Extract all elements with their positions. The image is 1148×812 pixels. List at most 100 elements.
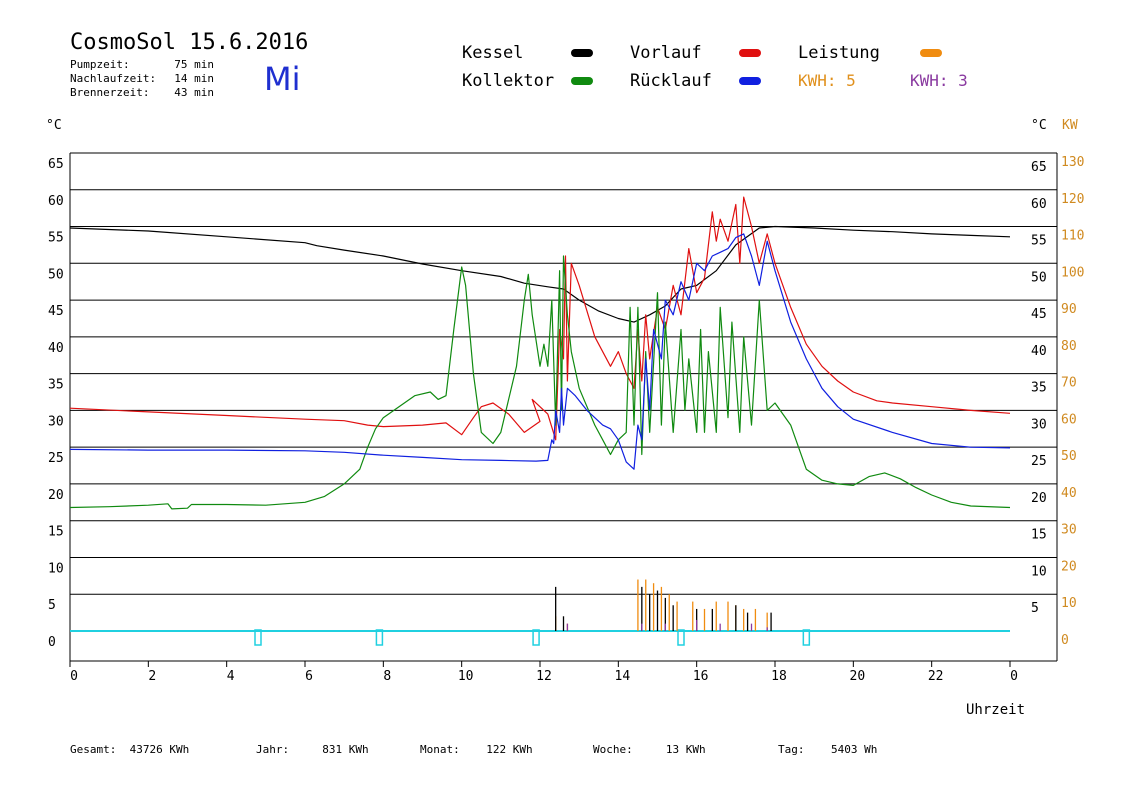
- pump-mark: [254, 629, 262, 646]
- kwh-purple-label: KWH: 3: [910, 71, 968, 90]
- info-pumpzeit: Pumpzeit: 75 min: [70, 58, 214, 71]
- y-left-tick-label: 10: [48, 561, 64, 576]
- y-right-c-tick-label: 15: [1031, 528, 1047, 543]
- legend-ruecklauf-swatch: [739, 77, 761, 85]
- y-right-kw-tick-label: 40: [1061, 486, 1077, 501]
- x-tick-label: 8: [383, 669, 391, 684]
- footer-label: Jahr:: [256, 743, 290, 756]
- footer-value: 13 KWh: [665, 743, 706, 756]
- footer-label: Tag:: [778, 743, 805, 756]
- y-right-kw-tick-label: 50: [1061, 449, 1077, 464]
- y-right-kw-tick-label: 30: [1061, 523, 1077, 538]
- y-left-tick-label: 15: [48, 525, 64, 540]
- weekday-label: Mi: [264, 60, 301, 98]
- info-label: Brennerzeit:: [70, 86, 150, 99]
- series-line-kessel: [69, 225, 1011, 323]
- y-left-tick-label: 50: [48, 267, 64, 282]
- footer-monat: Monat: 122 KWh: [420, 743, 533, 756]
- footer-label: Gesamt:: [70, 743, 117, 756]
- pump-mark: [532, 629, 540, 646]
- footer-value: 122 KWh: [486, 743, 533, 756]
- x-tick-label: 0: [70, 669, 78, 684]
- y-right-kw-tick-label: 80: [1061, 339, 1077, 354]
- legend-kollektor-swatch: [571, 77, 593, 85]
- y-left-tick-label: 5: [48, 598, 56, 613]
- y-right-kw-tick-label: 100: [1061, 265, 1084, 280]
- pump-mark: [677, 629, 685, 646]
- footer-value: 5403 Wh: [831, 743, 878, 756]
- y-right-kw-tick-label: 110: [1061, 229, 1084, 244]
- y-left-tick-label: 0: [48, 635, 56, 650]
- info-value: 75 min: [174, 58, 214, 71]
- y-right-c-tick-label: 35: [1031, 381, 1047, 396]
- series-line-ruecklauf: [69, 233, 1011, 470]
- y-right-kw-tick-label: 70: [1061, 376, 1077, 391]
- y-right-kw-tick-label: 90: [1061, 302, 1077, 317]
- y-left-tick-label: 20: [48, 488, 64, 503]
- x-tick-label: 22: [928, 669, 944, 684]
- x-tick-label: 4: [227, 669, 235, 684]
- y-right-kw-tick-label: 0: [1061, 633, 1069, 648]
- right-axis-unit-kw: KW: [1062, 118, 1078, 133]
- footer-gesamt: Gesamt: 43726 KWh: [70, 743, 189, 756]
- footer-value: 43726 KWh: [129, 743, 190, 756]
- pump-mark: [802, 629, 811, 646]
- x-tick-label: 2: [148, 669, 156, 684]
- x-tick-label: 0: [1010, 669, 1018, 684]
- y-right-kw-tick-label: 20: [1061, 559, 1077, 574]
- y-right-c-tick-label: 50: [1031, 270, 1047, 285]
- left-axis-unit: °C: [46, 118, 62, 133]
- y-right-c-tick-label: 60: [1031, 197, 1047, 212]
- y-left-tick-label: 55: [48, 231, 64, 246]
- y-left-tick-label: 40: [48, 341, 64, 356]
- y-right-c-tick-label: 20: [1031, 491, 1047, 506]
- kwh-orange-label: KWH: 5: [798, 71, 856, 90]
- footer-value: 831 KWh: [322, 743, 369, 756]
- legend-vorlauf-swatch: [739, 49, 761, 57]
- info-value: 43 min: [174, 86, 214, 99]
- x-tick-label: 14: [615, 669, 631, 684]
- x-tick-label: 18: [771, 669, 787, 684]
- y-right-kw-tick-label: 60: [1061, 412, 1077, 427]
- pump-mark: [375, 629, 384, 646]
- info-label: Nachlaufzeit:: [70, 72, 157, 85]
- legend-kollektor-label: Kollektor: [462, 71, 555, 91]
- x-tick-label: 10: [458, 669, 474, 684]
- y-right-c-tick-label: 25: [1031, 454, 1047, 469]
- y-right-c-tick-label: 45: [1031, 307, 1047, 322]
- y-right-kw-tick-label: 10: [1061, 596, 1077, 611]
- y-left-tick-label: 65: [48, 157, 64, 172]
- x-tick-label: 12: [536, 669, 552, 684]
- y-right-c-tick-label: 5: [1031, 601, 1039, 616]
- legend-leistung-swatch: [920, 49, 942, 57]
- y-right-c-tick-label: 55: [1031, 234, 1047, 249]
- series-line-kollektor: [69, 255, 1011, 510]
- y-left-tick-label: 35: [48, 378, 64, 393]
- y-right-c-tick-label: 30: [1031, 417, 1047, 432]
- legend-leistung-label: Leistung: [798, 43, 880, 63]
- right-axis-unit-c: °C: [1031, 118, 1047, 133]
- legend-kessel-swatch: [571, 49, 593, 57]
- legend-ruecklauf-label: Rücklauf: [630, 71, 712, 91]
- y-left-tick-label: 25: [48, 451, 64, 466]
- x-axis-label: Uhrzeit: [966, 702, 1026, 718]
- footer-woche: Woche: 13 KWh: [593, 743, 706, 756]
- y-right-c-tick-label: 40: [1031, 344, 1047, 359]
- info-value: 14 min: [174, 72, 214, 85]
- footer-label: Woche:: [593, 743, 633, 756]
- footer-tag: Tag: 5403 Wh: [778, 743, 877, 756]
- x-tick-label: 20: [850, 669, 866, 684]
- y-right-c-tick-label: 10: [1031, 564, 1047, 579]
- y-right-kw-tick-label: 130: [1061, 155, 1084, 170]
- info-label: Pumpzeit:: [70, 58, 130, 71]
- y-right-kw-tick-label: 120: [1061, 192, 1084, 207]
- y-left-tick-label: 60: [48, 194, 64, 209]
- page-title: CosmoSol 15.6.2016: [70, 30, 309, 55]
- info-brennerzeit: Brennerzeit: 43 min: [70, 86, 214, 99]
- legend-vorlauf-label: Vorlauf: [630, 43, 702, 63]
- info-nachlaufzeit: Nachlaufzeit: 14 min: [70, 72, 214, 85]
- legend-kessel-label: Kessel: [462, 43, 524, 63]
- y-left-tick-label: 30: [48, 414, 64, 429]
- footer-jahr: Jahr: 831 KWh: [256, 743, 369, 756]
